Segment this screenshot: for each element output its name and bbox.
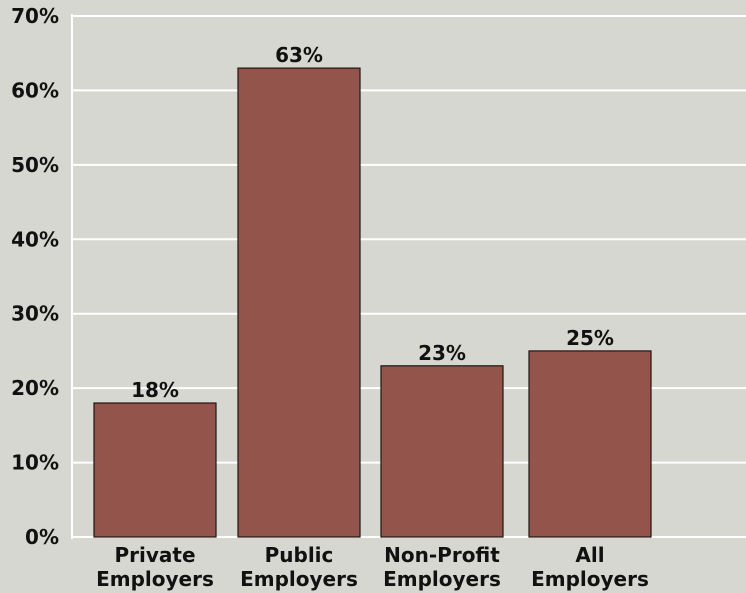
bar [93,402,217,538]
x-category-label: Public [265,543,334,567]
y-tick-label: 10% [11,451,59,475]
y-tick-label: 40% [11,227,59,251]
x-category-label: All [575,543,604,567]
bar [380,365,504,538]
data-label: 23% [418,341,466,365]
y-tick-label: 0% [25,525,59,549]
bar [528,350,652,538]
bar [237,67,361,538]
data-label: 25% [566,326,614,350]
data-labels: 18% 63% 23% 25% [131,43,614,402]
x-category-label: Employers [96,567,214,591]
y-tick-label: 50% [11,153,59,177]
x-axis-category-labels: PrivateEmployersPublicEmployersNon-Profi… [96,543,649,591]
x-category-label: Private [114,543,195,567]
x-category-label: Non-Profit [384,543,500,567]
y-tick-label: 70% [11,4,59,28]
x-category-label: Employers [531,567,649,591]
bars [93,67,652,538]
data-label: 18% [131,378,179,402]
y-tick-label: 20% [11,376,59,400]
y-axis-tick-labels: 0% 10% 20% 30% 40% 50% 60% 70% [11,4,59,549]
data-label: 63% [275,43,323,67]
x-category-label: Employers [383,567,501,591]
y-tick-label: 30% [11,302,59,326]
x-category-label: Employers [240,567,358,591]
y-tick-label: 60% [11,78,59,102]
